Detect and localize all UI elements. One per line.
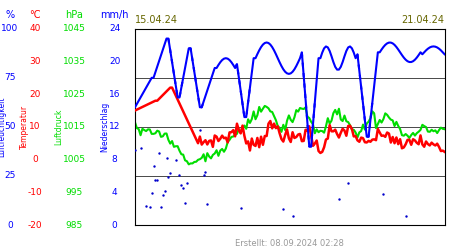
Text: 40: 40 [29, 24, 41, 33]
Point [200, 173, 207, 177]
Text: 50: 50 [4, 122, 16, 131]
Text: -20: -20 [28, 220, 42, 230]
Point [196, 128, 203, 132]
Point [152, 178, 159, 182]
Text: 1025: 1025 [63, 90, 86, 99]
Text: mm/h: mm/h [100, 10, 129, 20]
Text: Luftfeuchtigkeit: Luftfeuchtigkeit [0, 96, 6, 157]
Text: %: % [5, 10, 14, 20]
Text: 1045: 1045 [63, 24, 86, 33]
Point [165, 174, 172, 178]
Point [146, 205, 153, 209]
Text: 24: 24 [109, 24, 121, 33]
Text: Luftdruck: Luftdruck [54, 109, 63, 145]
Point [280, 207, 287, 211]
Point [148, 191, 155, 195]
Text: 30: 30 [29, 57, 41, 66]
Text: 4: 4 [112, 188, 117, 197]
Point [150, 164, 157, 168]
Text: 16: 16 [109, 90, 121, 99]
Text: 995: 995 [66, 188, 83, 197]
Point [159, 194, 166, 198]
Point [181, 202, 189, 205]
Point [143, 204, 150, 208]
Point [176, 173, 183, 177]
Point [156, 151, 163, 155]
Text: 985: 985 [66, 220, 83, 230]
Text: 12: 12 [109, 122, 121, 131]
Point [131, 148, 139, 152]
Point [158, 205, 165, 209]
Text: 1005: 1005 [63, 155, 86, 164]
Point [161, 189, 168, 193]
Point [172, 158, 180, 162]
Text: Niederschlag: Niederschlag [100, 102, 109, 152]
Text: 1035: 1035 [63, 57, 86, 66]
Point [180, 186, 187, 190]
Point [345, 181, 352, 185]
Point [237, 206, 244, 210]
Point [202, 170, 209, 174]
Text: 8: 8 [112, 155, 117, 164]
Point [380, 192, 387, 196]
Text: 0: 0 [112, 220, 117, 230]
Text: °C: °C [29, 10, 41, 20]
Point [183, 182, 190, 186]
Text: 75: 75 [4, 73, 16, 82]
Text: 10: 10 [29, 122, 41, 131]
Text: 1015: 1015 [63, 122, 86, 131]
Text: 25: 25 [4, 172, 16, 180]
Point [153, 178, 161, 182]
Text: 100: 100 [1, 24, 18, 33]
Text: 20: 20 [109, 57, 121, 66]
Point [204, 202, 211, 206]
Text: Temperatur: Temperatur [20, 105, 29, 149]
Text: Erstellt: 08.09.2024 02:28: Erstellt: 08.09.2024 02:28 [235, 239, 344, 248]
Text: 0: 0 [7, 220, 13, 230]
Text: 20: 20 [29, 90, 41, 99]
Point [289, 214, 296, 218]
Text: 21.04.24: 21.04.24 [401, 15, 445, 25]
Text: 0: 0 [32, 155, 38, 164]
Point [402, 214, 409, 218]
Text: -10: -10 [28, 188, 42, 197]
Point [178, 183, 185, 187]
Point [335, 197, 342, 201]
Text: hPa: hPa [65, 10, 83, 20]
Point [163, 156, 170, 160]
Point [166, 171, 174, 175]
Text: 15.04.24: 15.04.24 [135, 15, 178, 25]
Point [137, 146, 144, 150]
